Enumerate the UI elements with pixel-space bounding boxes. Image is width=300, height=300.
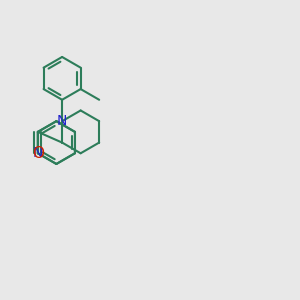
- Text: N: N: [57, 114, 67, 128]
- Text: N: N: [33, 146, 43, 160]
- Text: O: O: [32, 146, 44, 161]
